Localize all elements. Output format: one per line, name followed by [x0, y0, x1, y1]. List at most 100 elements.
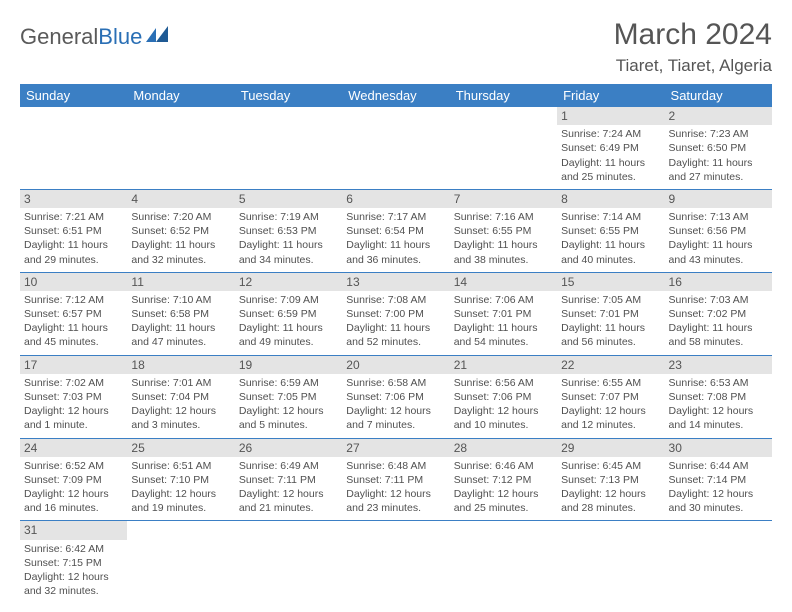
daylight-text: Daylight: 12 hours — [346, 487, 445, 501]
calendar-row: 1Sunrise: 7:24 AMSunset: 6:49 PMDaylight… — [20, 107, 772, 189]
daylight-text: and 29 minutes. — [24, 253, 123, 267]
daylight-text: Daylight: 12 hours — [239, 487, 338, 501]
sunrise-text: Sunrise: 7:17 AM — [346, 210, 445, 224]
sunset-text: Sunset: 6:53 PM — [239, 224, 338, 238]
logo-text-2: Blue — [98, 24, 142, 49]
day-number: 22 — [557, 356, 664, 374]
sunset-text: Sunset: 6:54 PM — [346, 224, 445, 238]
day-number: 17 — [20, 356, 127, 374]
daylight-text: Daylight: 11 hours — [454, 321, 553, 335]
day-number: 2 — [665, 107, 772, 125]
daylight-text: Daylight: 11 hours — [454, 238, 553, 252]
daylight-text: and 47 minutes. — [131, 335, 230, 349]
weekday-header: Saturday — [665, 84, 772, 107]
calendar-cell: 30Sunrise: 6:44 AMSunset: 7:14 PMDayligh… — [665, 438, 772, 521]
daylight-text: Daylight: 11 hours — [131, 238, 230, 252]
daylight-text: and 32 minutes. — [24, 584, 123, 598]
calendar-cell: 3Sunrise: 7:21 AMSunset: 6:51 PMDaylight… — [20, 189, 127, 272]
calendar-cell — [557, 521, 664, 603]
daylight-text: and 12 minutes. — [561, 418, 660, 432]
daylight-text: and 25 minutes. — [454, 501, 553, 515]
daylight-text: Daylight: 12 hours — [561, 404, 660, 418]
daylight-text: and 10 minutes. — [454, 418, 553, 432]
sunset-text: Sunset: 7:13 PM — [561, 473, 660, 487]
daylight-text: and 25 minutes. — [561, 170, 660, 184]
month-title: March 2024 — [614, 18, 772, 52]
calendar-cell — [665, 521, 772, 603]
daylight-text: Daylight: 12 hours — [24, 570, 123, 584]
daylight-text: and 38 minutes. — [454, 253, 553, 267]
calendar-row: 17Sunrise: 7:02 AMSunset: 7:03 PMDayligh… — [20, 355, 772, 438]
sunset-text: Sunset: 7:04 PM — [131, 390, 230, 404]
weekday-header: Monday — [127, 84, 234, 107]
daylight-text: Daylight: 12 hours — [454, 404, 553, 418]
sunset-text: Sunset: 7:02 PM — [669, 307, 768, 321]
calendar-table: Sunday Monday Tuesday Wednesday Thursday… — [20, 84, 772, 603]
calendar-cell — [235, 521, 342, 603]
weekday-header: Friday — [557, 84, 664, 107]
day-number: 11 — [127, 273, 234, 291]
day-number: 9 — [665, 190, 772, 208]
sunrise-text: Sunrise: 7:01 AM — [131, 376, 230, 390]
calendar-cell — [450, 521, 557, 603]
daylight-text: Daylight: 12 hours — [346, 404, 445, 418]
calendar-cell: 12Sunrise: 7:09 AMSunset: 6:59 PMDayligh… — [235, 272, 342, 355]
calendar-cell: 8Sunrise: 7:14 AMSunset: 6:55 PMDaylight… — [557, 189, 664, 272]
sunrise-text: Sunrise: 7:14 AM — [561, 210, 660, 224]
daylight-text: and 58 minutes. — [669, 335, 768, 349]
daylight-text: Daylight: 11 hours — [131, 321, 230, 335]
header: GeneralBlue March 2024 Tiaret, Tiaret, A… — [20, 18, 772, 76]
calendar-cell: 7Sunrise: 7:16 AMSunset: 6:55 PMDaylight… — [450, 189, 557, 272]
calendar-row: 24Sunrise: 6:52 AMSunset: 7:09 PMDayligh… — [20, 438, 772, 521]
sunset-text: Sunset: 7:00 PM — [346, 307, 445, 321]
daylight-text: and 45 minutes. — [24, 335, 123, 349]
day-number: 7 — [450, 190, 557, 208]
daylight-text: and 32 minutes. — [131, 253, 230, 267]
sunrise-text: Sunrise: 6:52 AM — [24, 459, 123, 473]
sunset-text: Sunset: 7:10 PM — [131, 473, 230, 487]
daylight-text: and 36 minutes. — [346, 253, 445, 267]
calendar-cell — [342, 521, 449, 603]
daylight-text: Daylight: 12 hours — [239, 404, 338, 418]
calendar-row: 10Sunrise: 7:12 AMSunset: 6:57 PMDayligh… — [20, 272, 772, 355]
daylight-text: Daylight: 11 hours — [669, 238, 768, 252]
daylight-text: and 3 minutes. — [131, 418, 230, 432]
sunset-text: Sunset: 7:11 PM — [346, 473, 445, 487]
calendar-cell: 31Sunrise: 6:42 AMSunset: 7:15 PMDayligh… — [20, 521, 127, 603]
sunrise-text: Sunrise: 7:21 AM — [24, 210, 123, 224]
calendar-cell: 1Sunrise: 7:24 AMSunset: 6:49 PMDaylight… — [557, 107, 664, 189]
day-number: 24 — [20, 439, 127, 457]
day-number: 21 — [450, 356, 557, 374]
calendar-cell: 11Sunrise: 7:10 AMSunset: 6:58 PMDayligh… — [127, 272, 234, 355]
sunrise-text: Sunrise: 7:24 AM — [561, 127, 660, 141]
daylight-text: Daylight: 11 hours — [561, 238, 660, 252]
daylight-text: and 54 minutes. — [454, 335, 553, 349]
calendar-cell: 28Sunrise: 6:46 AMSunset: 7:12 PMDayligh… — [450, 438, 557, 521]
sunset-text: Sunset: 6:58 PM — [131, 307, 230, 321]
day-number: 4 — [127, 190, 234, 208]
daylight-text: and 43 minutes. — [669, 253, 768, 267]
daylight-text: Daylight: 12 hours — [24, 404, 123, 418]
sunrise-text: Sunrise: 6:42 AM — [24, 542, 123, 556]
sunrise-text: Sunrise: 7:12 AM — [24, 293, 123, 307]
day-number: 19 — [235, 356, 342, 374]
calendar-row: 31Sunrise: 6:42 AMSunset: 7:15 PMDayligh… — [20, 521, 772, 603]
logo-text: GeneralBlue — [20, 24, 142, 50]
sunset-text: Sunset: 7:12 PM — [454, 473, 553, 487]
daylight-text: and 40 minutes. — [561, 253, 660, 267]
sunrise-text: Sunrise: 6:46 AM — [454, 459, 553, 473]
daylight-text: Daylight: 11 hours — [239, 321, 338, 335]
sunrise-text: Sunrise: 6:45 AM — [561, 459, 660, 473]
weekday-header: Tuesday — [235, 84, 342, 107]
title-block: March 2024 Tiaret, Tiaret, Algeria — [614, 18, 772, 76]
daylight-text: and 56 minutes. — [561, 335, 660, 349]
calendar-cell: 27Sunrise: 6:48 AMSunset: 7:11 PMDayligh… — [342, 438, 449, 521]
sunrise-text: Sunrise: 6:51 AM — [131, 459, 230, 473]
calendar-cell: 25Sunrise: 6:51 AMSunset: 7:10 PMDayligh… — [127, 438, 234, 521]
daylight-text: and 34 minutes. — [239, 253, 338, 267]
calendar-cell: 17Sunrise: 7:02 AMSunset: 7:03 PMDayligh… — [20, 355, 127, 438]
calendar-cell — [235, 107, 342, 189]
sunrise-text: Sunrise: 6:49 AM — [239, 459, 338, 473]
daylight-text: and 19 minutes. — [131, 501, 230, 515]
day-number: 18 — [127, 356, 234, 374]
